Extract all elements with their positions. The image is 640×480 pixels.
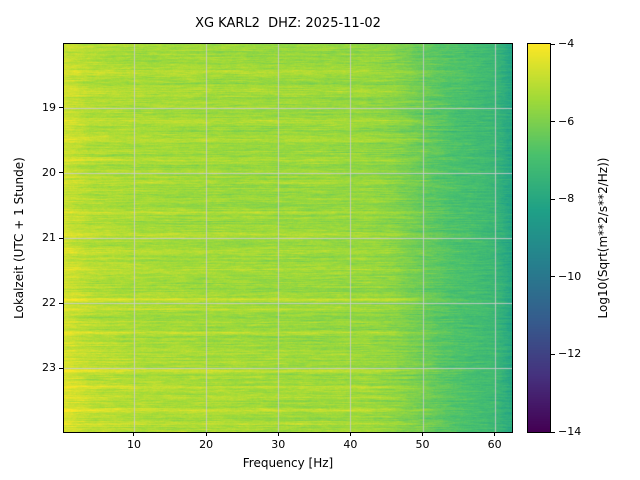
colorbar-tick-mark (551, 353, 555, 355)
x-tick-mark (277, 432, 279, 436)
y-tick-label: 19 (42, 100, 56, 114)
x-tick-mark (422, 432, 424, 436)
y-tick-mark (59, 237, 63, 239)
colorbar (527, 43, 551, 433)
colorbar-tick-mark (551, 43, 555, 45)
colorbar-tick-mark (551, 121, 555, 123)
colorbar-tick-label: −14 (558, 425, 582, 438)
chart-title: XG KARL2 DHZ: 2025-11-02 (195, 16, 381, 31)
x-tick-label: 20 (199, 438, 214, 451)
x-tick-label: 50 (415, 438, 430, 451)
y-tick-label: 22 (42, 296, 56, 310)
plot-area (63, 43, 513, 433)
x-tick-mark (133, 432, 135, 436)
x-tick-label: 30 (271, 438, 286, 451)
colorbar-tick-mark (551, 431, 555, 433)
y-tick-label: 23 (42, 361, 56, 375)
x-tick-label: 10 (126, 438, 141, 451)
y-tick-label: 21 (42, 231, 56, 244)
colorbar-tick-mark (551, 198, 555, 200)
y-tick-label: 20 (42, 165, 56, 179)
colorbar-tick-label: −8 (558, 192, 575, 206)
colorbar-tick-mark (551, 276, 555, 278)
colorbar-tick-label: −12 (558, 347, 582, 361)
colorbar-tick-label: −10 (558, 269, 582, 283)
x-tick-label: 40 (343, 438, 358, 451)
y-tick-mark (59, 367, 63, 369)
x-axis-label: Frequency [Hz] (242, 456, 334, 470)
y-tick-mark (59, 302, 63, 304)
spectrogram-canvas (64, 44, 512, 432)
colorbar-tick-label: −6 (558, 114, 575, 128)
y-tick-mark (59, 172, 63, 174)
x-tick-mark (494, 432, 496, 436)
x-tick-mark (349, 432, 351, 436)
colorbar-tick-label: −4 (558, 37, 575, 50)
colorbar-label: Log10(Sqrt(m**2/s**2/Hz)) (596, 157, 610, 319)
x-tick-mark (205, 432, 207, 436)
colorbar-canvas (528, 44, 550, 432)
x-tick-label: 60 (487, 438, 502, 451)
y-tick-mark (59, 107, 63, 109)
